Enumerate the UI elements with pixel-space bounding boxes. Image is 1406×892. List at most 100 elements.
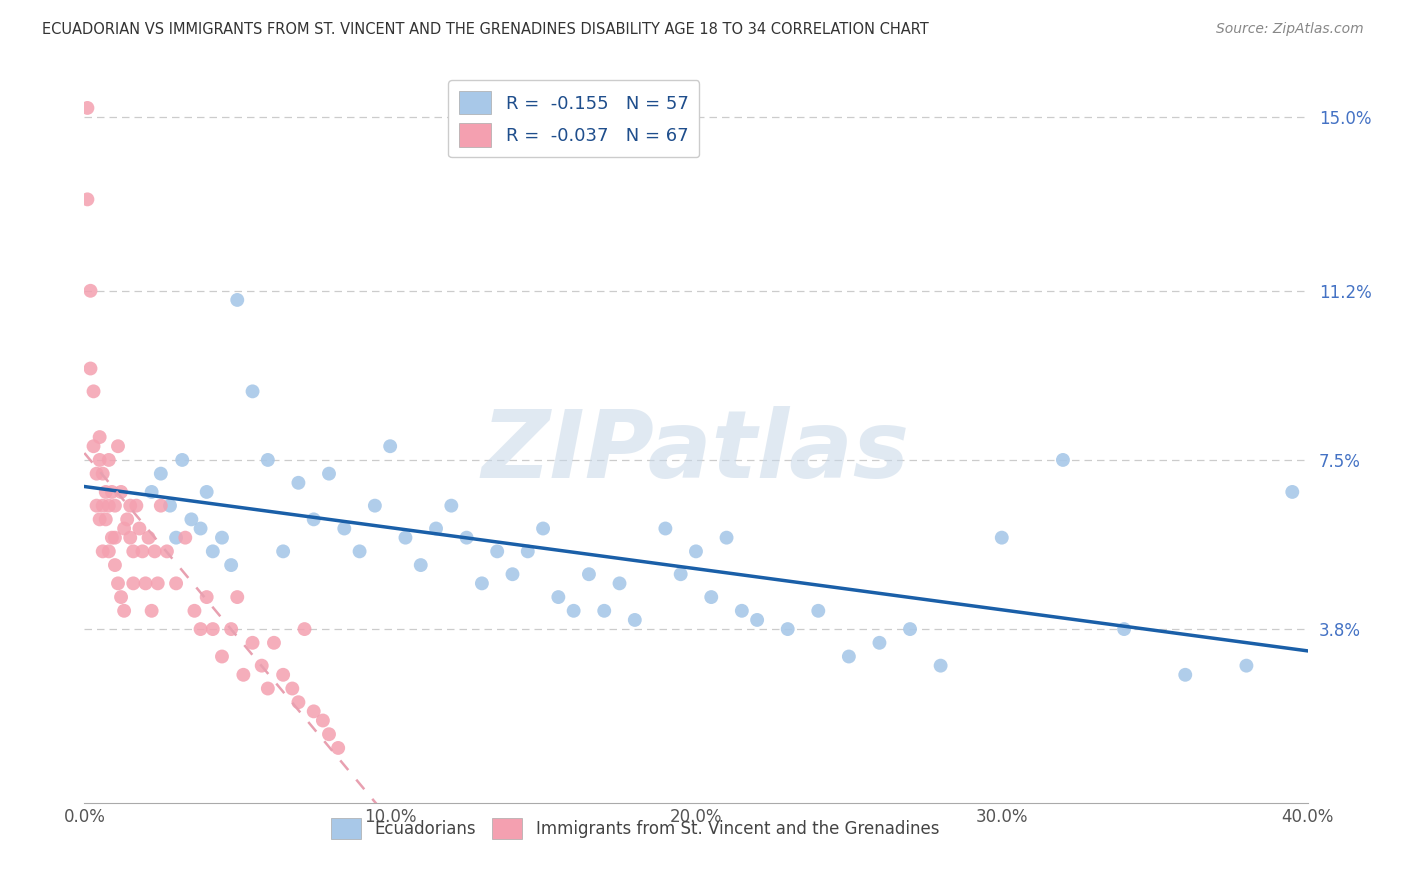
Point: [263, 636, 285, 650]
Point: [1236, 658, 1258, 673]
Text: ZIPatlas: ZIPatlas: [482, 406, 910, 498]
Point: [120, 499, 142, 513]
Point: [89, 430, 111, 444]
Point: [91, 544, 114, 558]
Text: ECUADORIAN VS IMMIGRANTS FROM ST. VINCENT AND THE GRENADINES DISABILITY AGE 18 T: ECUADORIAN VS IMMIGRANTS FROM ST. VINCEN…: [42, 22, 929, 37]
Point: [149, 499, 172, 513]
Point: [425, 521, 447, 535]
Point: [76, 193, 98, 207]
Point: [76, 101, 98, 115]
Point: [174, 531, 197, 545]
Point: [97, 544, 120, 558]
Text: Source: ZipAtlas.com: Source: ZipAtlas.com: [1216, 22, 1364, 37]
Point: [112, 604, 135, 618]
Point: [250, 658, 273, 673]
Point: [1281, 485, 1303, 500]
Point: [440, 499, 463, 513]
Point: [104, 499, 127, 513]
Point: [654, 521, 676, 535]
Point: [141, 604, 163, 618]
Point: [531, 521, 554, 535]
Point: [1052, 453, 1074, 467]
Point: [624, 613, 647, 627]
Point: [333, 521, 356, 535]
Point: [609, 576, 631, 591]
Point: [318, 467, 340, 481]
Point: [156, 544, 179, 558]
Point: [195, 590, 218, 604]
Point: [122, 544, 145, 558]
Point: [471, 576, 494, 591]
Point: [257, 453, 280, 467]
Point: [219, 622, 242, 636]
Point: [312, 714, 335, 728]
Point: [211, 649, 233, 664]
Point: [146, 576, 169, 591]
Point: [110, 485, 132, 500]
Point: [104, 531, 127, 545]
Point: [776, 622, 799, 636]
Point: [929, 658, 952, 673]
Point: [747, 613, 769, 627]
Point: [110, 590, 132, 604]
Legend: Ecuadorians, Immigrants from St. Vincent and the Grenadines: Ecuadorians, Immigrants from St. Vincent…: [323, 811, 946, 846]
Point: [242, 636, 264, 650]
Point: [502, 567, 524, 582]
Point: [685, 544, 707, 558]
Point: [232, 667, 254, 681]
Point: [135, 576, 157, 591]
Point: [242, 384, 264, 399]
Point: [141, 485, 163, 500]
Point: [1114, 622, 1136, 636]
Point: [807, 604, 830, 618]
Point: [281, 681, 304, 696]
Point: [302, 512, 325, 526]
Point: [547, 590, 569, 604]
Point: [122, 576, 145, 591]
Point: [226, 293, 249, 307]
Point: [271, 667, 294, 681]
Point: [159, 499, 181, 513]
Point: [131, 544, 153, 558]
Point: [107, 439, 129, 453]
Point: [364, 499, 387, 513]
Point: [226, 590, 249, 604]
Point: [716, 531, 738, 545]
Point: [97, 453, 120, 467]
Point: [380, 439, 402, 453]
Point: [165, 576, 187, 591]
Point: [394, 531, 416, 545]
Point: [318, 727, 340, 741]
Point: [731, 604, 754, 618]
Point: [190, 521, 212, 535]
Point: [91, 467, 114, 481]
Point: [79, 361, 101, 376]
Point: [211, 531, 233, 545]
Point: [869, 636, 891, 650]
Point: [120, 531, 142, 545]
Point: [328, 740, 350, 755]
Point: [86, 467, 108, 481]
Point: [107, 576, 129, 591]
Point: [838, 649, 860, 664]
Point: [180, 512, 202, 526]
Point: [143, 544, 166, 558]
Point: [104, 558, 127, 573]
Point: [562, 604, 585, 618]
Point: [183, 604, 205, 618]
Point: [101, 485, 124, 500]
Point: [165, 531, 187, 545]
Point: [669, 567, 692, 582]
Point: [97, 499, 120, 513]
Point: [219, 558, 242, 573]
Point: [195, 485, 218, 500]
Point: [578, 567, 600, 582]
Point: [1174, 667, 1197, 681]
Point: [486, 544, 509, 558]
Point: [991, 531, 1014, 545]
Point: [456, 531, 478, 545]
Point: [86, 499, 108, 513]
Point: [516, 544, 538, 558]
Point: [149, 467, 172, 481]
Point: [201, 622, 224, 636]
